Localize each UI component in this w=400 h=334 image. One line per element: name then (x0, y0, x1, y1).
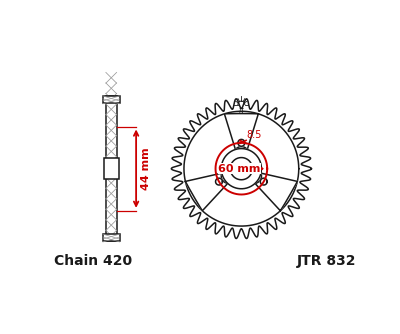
Text: 44 mm: 44 mm (141, 147, 151, 190)
Text: Chain 420: Chain 420 (54, 254, 132, 268)
Text: 60 mm: 60 mm (218, 164, 261, 174)
Polygon shape (185, 173, 228, 211)
Text: JTR 832: JTR 832 (297, 254, 356, 268)
Polygon shape (224, 114, 258, 150)
Polygon shape (221, 149, 262, 189)
Polygon shape (230, 158, 252, 180)
Polygon shape (255, 173, 297, 211)
Polygon shape (238, 139, 245, 146)
Bar (103, 96, 120, 103)
Text: 8.5: 8.5 (247, 130, 262, 140)
Bar (103, 234, 120, 241)
Bar (106, 96, 116, 241)
Text: $\pi$: $\pi$ (238, 106, 245, 115)
Polygon shape (260, 178, 267, 185)
Bar (104, 158, 119, 179)
Polygon shape (216, 178, 222, 185)
Polygon shape (171, 99, 311, 238)
